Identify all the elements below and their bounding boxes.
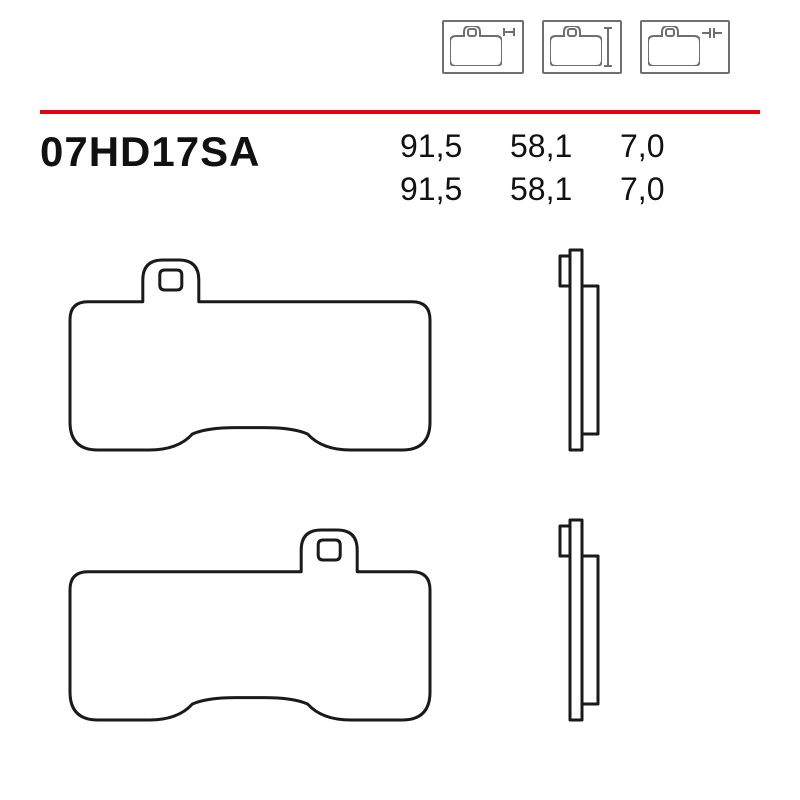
dimensions-table: 91,5 58,1 7,0 91,5 58,1 7,0 — [400, 128, 730, 208]
width-marker-icon — [502, 26, 516, 38]
legend-height-icon — [542, 20, 622, 74]
dim-cell: 7,0 — [620, 128, 730, 165]
technical-drawing — [40, 230, 730, 770]
drawing-svg — [40, 230, 730, 770]
dimension-legend — [442, 20, 730, 74]
height-marker-icon — [602, 26, 614, 68]
legend-thickness-icon — [640, 20, 730, 74]
divider-line — [40, 110, 760, 114]
dim-cell: 91,5 — [400, 171, 510, 208]
part-number: 07HD17SA — [40, 128, 260, 176]
dim-cell: 7,0 — [620, 171, 730, 208]
legend-width-icon — [442, 20, 524, 74]
dim-cell: 58,1 — [510, 128, 620, 165]
thickness-marker-icon — [700, 26, 722, 40]
dim-cell: 91,5 — [400, 128, 510, 165]
pad-mini-icon — [648, 26, 700, 66]
dim-cell: 58,1 — [510, 171, 620, 208]
pad-mini-icon — [450, 26, 502, 66]
pad-mini-icon — [550, 26, 602, 66]
